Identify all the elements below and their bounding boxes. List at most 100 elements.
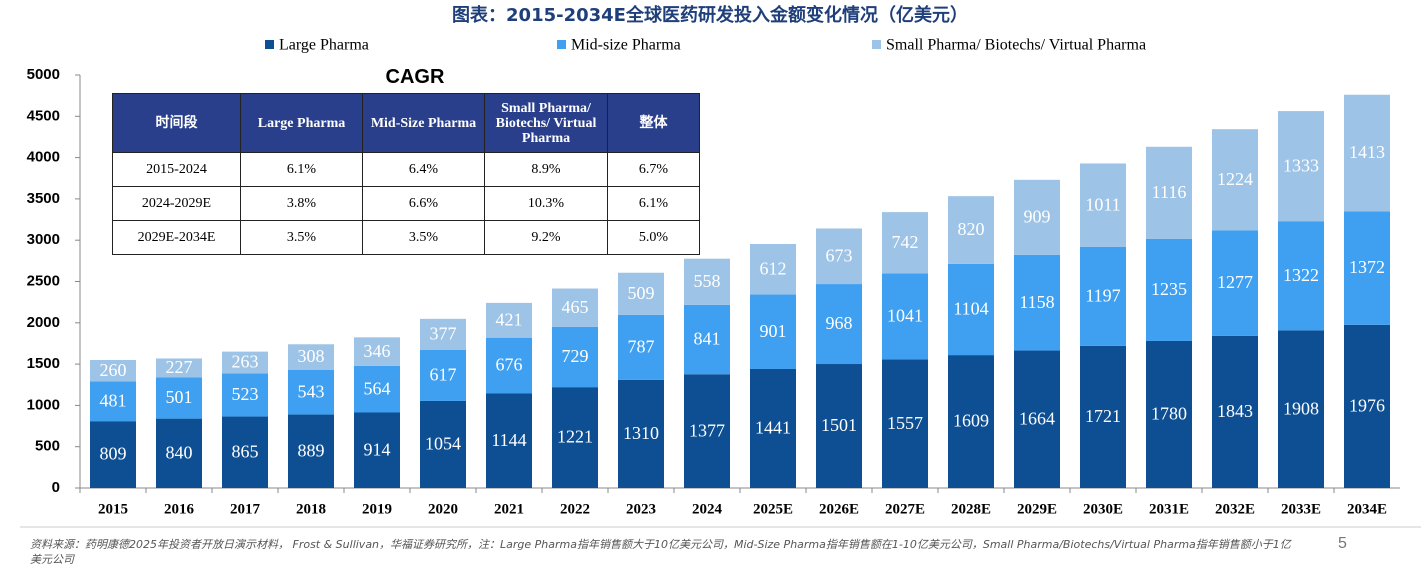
legend-swatch: [265, 40, 274, 49]
bar-segment: [948, 196, 994, 264]
bar-segment: [420, 318, 466, 350]
table-cell: 6.4%: [362, 152, 485, 187]
data-label: 968: [826, 313, 853, 333]
data-label: 1224: [1217, 169, 1253, 189]
data-label: 1557: [887, 413, 923, 433]
legend-label: Small Pharma/ Biotechs/ Virtual Pharma: [886, 37, 1146, 54]
table-header: Large Pharma: [240, 93, 363, 153]
bar-segment: [222, 416, 268, 488]
data-label: 1221: [557, 427, 593, 447]
bar-segment: [618, 272, 664, 315]
data-label: 1158: [1019, 292, 1054, 312]
data-label: 1333: [1283, 155, 1319, 175]
table-cell: 6.6%: [362, 186, 485, 221]
data-label: 909: [1024, 206, 1051, 226]
data-label: 1976: [1349, 396, 1385, 416]
bar-segment: [1212, 230, 1258, 336]
y-tick-label: 4500: [27, 107, 60, 124]
x-tick-label: 2024: [692, 501, 723, 517]
table-cell: 6.1%: [607, 186, 700, 221]
bar-segment: [618, 379, 664, 488]
bar-segment: [1080, 163, 1126, 247]
bar-segment: [948, 263, 994, 356]
bar-segment: [552, 288, 598, 327]
data-label: 1372: [1349, 257, 1385, 277]
table-cell: 9.2%: [484, 220, 608, 255]
data-label: 1144: [491, 430, 526, 450]
data-label: 558: [694, 271, 721, 291]
x-tick-label: 2025E: [753, 501, 793, 517]
data-label: 1780: [1151, 404, 1187, 424]
footer-source: 资料来源：药明康德2025年投资者开放日演示材料， Frost & Sulliv…: [30, 538, 1291, 566]
bar-segment: [1278, 330, 1324, 488]
x-tick-label: 2016: [164, 501, 195, 517]
bar-segment: [156, 418, 202, 488]
x-tick-label: 2027E: [885, 501, 925, 517]
y-tick-label: 2000: [27, 314, 60, 331]
data-label: 1908: [1283, 398, 1319, 418]
x-tick-label: 2017: [230, 501, 261, 517]
legend-swatch: [557, 40, 566, 49]
data-label: 809: [100, 444, 127, 464]
legend-label: Large Pharma: [279, 37, 369, 54]
y-tick-label: 3500: [27, 190, 60, 207]
x-tick-label: 2030E: [1083, 501, 1123, 517]
bar-segment: [1146, 340, 1192, 488]
bar-segment: [750, 294, 796, 369]
table-cell: 2029E-2034E: [112, 220, 241, 255]
bar-segment: [288, 414, 334, 488]
chart-title: 图表：2015-2034E全球医药研发投入金额变化情况（亿美元）: [452, 4, 968, 26]
bar-segment: [1344, 324, 1390, 488]
bar-segment: [90, 381, 136, 422]
x-tick-label: 2026E: [819, 501, 859, 517]
bar-segment: [684, 258, 730, 305]
table-header: 时间段: [112, 93, 241, 153]
bar-segment: [90, 421, 136, 488]
data-label: 1041: [887, 306, 923, 326]
table-cell: 3.5%: [240, 220, 363, 255]
bar-segment: [486, 337, 532, 394]
table-cell: 2024-2029E: [112, 186, 241, 221]
bar-segment: [1080, 246, 1126, 346]
bar-segment: [420, 349, 466, 401]
data-label: 742: [892, 232, 919, 252]
x-tick-label: 2018: [296, 501, 326, 517]
bar-segment: [222, 351, 268, 374]
y-tick-label: 0: [52, 479, 60, 496]
data-label: 673: [826, 245, 853, 265]
data-label: 564: [364, 378, 391, 398]
x-tick-label: 2029E: [1017, 501, 1057, 517]
data-label: 377: [430, 324, 457, 344]
data-label: 1054: [425, 434, 461, 454]
table-cell: 2015-2024: [112, 152, 241, 187]
data-label: 1011: [1085, 194, 1120, 214]
bar-segment: [486, 393, 532, 488]
data-label: 1413: [1349, 142, 1385, 162]
data-label: 501: [166, 387, 193, 407]
bar-segment: [1278, 221, 1324, 331]
data-label: 1377: [689, 420, 725, 440]
data-label: 820: [958, 219, 985, 239]
data-label: 1609: [953, 411, 989, 431]
data-label: 523: [232, 384, 259, 404]
x-tick-label: 2031E: [1149, 501, 1189, 517]
y-tick-label: 4000: [27, 149, 60, 166]
bar-segment: [1344, 211, 1390, 325]
bar-segment: [420, 400, 466, 488]
x-tick-label: 2034E: [1347, 501, 1387, 517]
y-tick-label: 5000: [27, 66, 60, 83]
data-label: 1104: [953, 299, 988, 319]
table-row: 2029E-2034E 3.5% 3.5% 9.2% 5.0%: [112, 220, 700, 255]
bar-segment: [354, 337, 400, 366]
bar-segment: [1344, 94, 1390, 212]
bar-segment: [618, 314, 664, 380]
data-label: 1277: [1217, 272, 1253, 292]
bar-segment: [750, 243, 796, 295]
bar-segment: [1014, 350, 1060, 488]
table-cell: 3.8%: [240, 186, 363, 221]
data-label: 509: [628, 283, 655, 303]
data-label: 914: [364, 439, 391, 459]
bar-segment: [816, 364, 862, 488]
data-label: 787: [628, 336, 655, 356]
